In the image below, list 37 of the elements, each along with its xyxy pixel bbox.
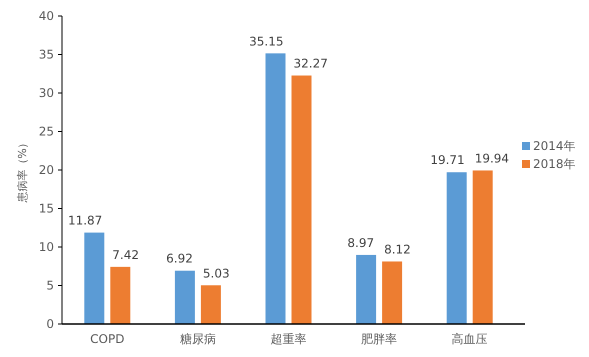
x-tick-label: COPD — [90, 332, 124, 346]
y-tick-label: 40 — [38, 9, 54, 23]
data-label: 19.71 — [430, 153, 465, 168]
y-tick-label: 0 — [46, 317, 54, 331]
y-axis-title: 患病率（%） — [16, 137, 29, 204]
data-label: 6.92 — [166, 252, 193, 266]
bar — [200, 285, 221, 324]
y-tick-label: 20 — [38, 163, 54, 177]
bar — [382, 261, 402, 324]
y-tick-label: 15 — [38, 202, 54, 216]
data-label: 32.27 — [294, 56, 328, 71]
y-tick-label: 5 — [46, 278, 54, 292]
bar — [472, 170, 493, 324]
legend-label: 2018年 — [533, 157, 576, 171]
data-label: 19.94 — [474, 151, 510, 166]
data-label: 35.15 — [249, 34, 284, 48]
x-tick-label: 高血压 — [452, 332, 488, 346]
data-label: 8.12 — [384, 242, 411, 256]
y-tick-label: 25 — [38, 124, 54, 138]
data-label: 11.87 — [68, 214, 102, 228]
y-tick-label: 30 — [38, 86, 54, 100]
x-tick-label: 超重率 — [270, 332, 306, 346]
x-tick-label: 肥胖率 — [361, 332, 398, 346]
bar — [110, 266, 130, 324]
bar — [356, 254, 376, 324]
y-tick-label: 35 — [38, 48, 54, 62]
data-label: 7.42 — [112, 248, 140, 262]
bar — [446, 172, 467, 324]
legend-label: 2014年 — [533, 139, 576, 153]
data-label: 8.97 — [347, 236, 374, 250]
x-tick-label: 糖尿病 — [180, 332, 216, 346]
bar — [266, 53, 286, 324]
y-tick-label: 10 — [38, 240, 54, 254]
bar — [292, 76, 312, 324]
bar — [174, 270, 195, 324]
data-label: 5.03 — [202, 266, 230, 280]
bar — [84, 232, 104, 324]
